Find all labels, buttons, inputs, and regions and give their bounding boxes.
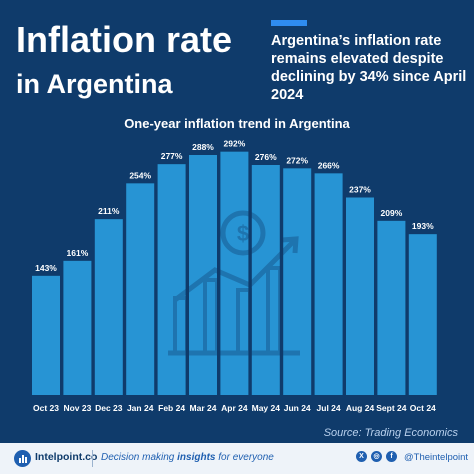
footer-bar: Intelpoint.co Decision making insights f… (0, 443, 474, 474)
social-icons: X ◎ f (356, 451, 397, 462)
x-tick-label: Mar 24 (190, 403, 217, 413)
instagram-icon[interactable]: ◎ (371, 451, 382, 462)
bar-nov-23 (63, 260, 92, 395)
svg-text:$: $ (237, 221, 249, 246)
value-label: 292% (224, 139, 246, 149)
chart-title: One-year inflation trend in Argentina (124, 116, 350, 131)
bar-jul-24 (314, 173, 343, 395)
x-tick-label: Jul 24 (317, 403, 341, 413)
x-tick-label: Feb 24 (158, 403, 185, 413)
accent-bar (271, 20, 307, 26)
bar-jun-24 (283, 168, 312, 395)
brand-name[interactable]: Intelpoint.co (35, 451, 98, 463)
value-label: 193% (412, 221, 434, 231)
bar-oct-24 (408, 234, 437, 395)
value-label: 211% (98, 206, 120, 216)
x-tick-label: Jan 24 (127, 403, 154, 413)
x-tick-label: Oct 23 (33, 403, 59, 413)
x-tick-label: May 24 (252, 403, 281, 413)
x-tick-label: Apr 24 (221, 403, 248, 413)
bar-aug-24 (346, 197, 374, 395)
source-note: Source: Trading Economics (323, 427, 458, 439)
footer-divider (92, 450, 93, 467)
title-line-2: in Argentina (16, 69, 173, 99)
value-label: 276% (255, 152, 277, 162)
headline-subtitle: Argentina’s inflation rate remains eleva… (271, 33, 467, 103)
tagline: Decision making insights for everyone (101, 452, 274, 463)
value-label: 237% (349, 185, 371, 195)
growth-chart-watermark-icon: $ (168, 210, 300, 356)
x-tick-label: Aug 24 (346, 403, 375, 413)
bar-mar-24 (189, 155, 217, 395)
tagline-start: Decision making (101, 452, 178, 463)
value-label: 288% (192, 142, 214, 152)
bar-sept-24 (377, 220, 406, 395)
bar-feb-24 (157, 164, 186, 395)
bar-apr-24 (220, 151, 249, 395)
title-line-1: Inflation rate (16, 19, 233, 60)
bar-may-24 (251, 165, 280, 395)
x-tick-label: Nov 23 (63, 403, 91, 413)
social-handle[interactable]: @Theintelpoint (404, 452, 469, 463)
x-tick-label: Sept 24 (376, 403, 407, 413)
value-label: 143% (35, 263, 57, 273)
value-label: 266% (318, 160, 340, 170)
x-icon[interactable]: X (356, 451, 367, 462)
value-label: 272% (286, 155, 308, 165)
x-tick-label: Jun 24 (284, 403, 311, 413)
tagline-highlight: insights (177, 452, 216, 463)
bar-oct-23 (32, 275, 60, 395)
bar-jan-24 (126, 183, 155, 395)
page-title: Inflation rate in Argentina (16, 20, 232, 102)
x-tick-label: Dec 23 (95, 403, 123, 413)
facebook-icon[interactable]: f (386, 451, 397, 462)
tagline-end: for everyone (215, 452, 274, 463)
value-label: 254% (129, 170, 151, 180)
value-label: 161% (67, 248, 89, 258)
bar-dec-23 (94, 219, 123, 395)
intelpoint-logo-icon (14, 450, 31, 467)
value-label: 209% (381, 208, 403, 218)
x-tick-label: Oct 24 (410, 403, 436, 413)
value-label: 277% (161, 151, 183, 161)
